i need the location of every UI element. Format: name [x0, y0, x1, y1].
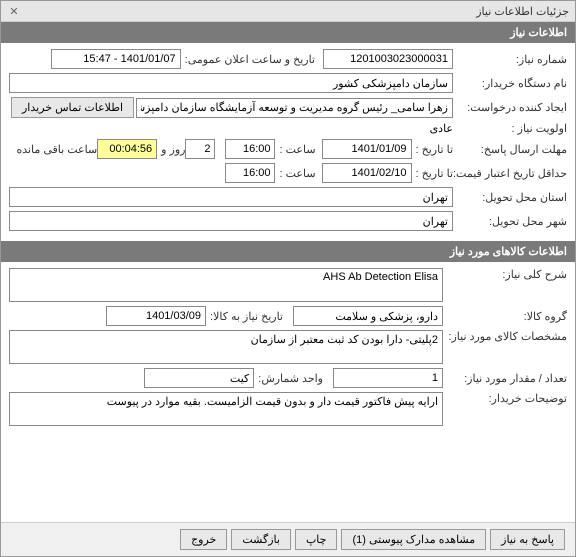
days-input[interactable]	[185, 139, 215, 159]
price-time-input[interactable]	[225, 163, 275, 183]
notes-label: توضیحات خریدار:	[447, 392, 567, 405]
city-label: شهر محل تحویل:	[457, 215, 567, 228]
deadline-date-input[interactable]	[322, 139, 412, 159]
notes-input[interactable]	[9, 392, 443, 426]
buyer-label: نام دستگاه خریدار:	[457, 77, 567, 90]
priority-value: عادی	[430, 122, 453, 135]
title-bar: جزئیات اطلاعات نیاز ✕	[1, 1, 575, 22]
province-input[interactable]	[9, 187, 453, 207]
remaining-label: ساعت باقی مانده	[16, 143, 97, 156]
creator-input[interactable]	[136, 98, 453, 118]
respond-button[interactable]: پاسخ به نیاز	[490, 529, 565, 550]
section2: سامانه تدارکات الکترونیکی دولت شرح کلی ن…	[1, 262, 575, 436]
close-icon[interactable]: ✕	[7, 4, 21, 18]
window-title: جزئیات اطلاعات نیاز	[476, 5, 569, 18]
desc-label: شرح کلی نیاز:	[447, 268, 567, 281]
priority-label: اولویت نیاز :	[457, 122, 567, 135]
creator-label: ایجاد کننده درخواست:	[457, 101, 567, 114]
section2-header: اطلاعات کالاهای مورد نیاز	[1, 241, 575, 262]
qty-input[interactable]	[333, 368, 443, 388]
request-no-input[interactable]	[323, 49, 453, 69]
section1: شماره نیاز: تاریخ و ساعت اعلان عمومی: نا…	[1, 43, 575, 241]
contact-button[interactable]: اطلاعات تماس خریدار	[11, 97, 134, 118]
announce-label: تاریخ و ساعت اعلان عمومی:	[185, 53, 315, 66]
exit-button[interactable]: خروج	[180, 529, 227, 550]
deadline-time-label: ساعت :	[279, 143, 315, 156]
unit-label: واحد شمارش:	[258, 372, 323, 385]
group-label: گروه کالا:	[447, 310, 567, 323]
group-input[interactable]	[293, 306, 443, 326]
need-date-label: تاریخ نیاز به کالا:	[210, 310, 283, 323]
section1-header: اطلاعات نیاز	[1, 22, 575, 43]
request-no-label: شماره نیاز:	[457, 53, 567, 66]
desc-input[interactable]	[9, 268, 443, 302]
buyer-input[interactable]	[9, 73, 453, 93]
unit-input[interactable]	[144, 368, 254, 388]
spec-input[interactable]	[9, 330, 443, 364]
print-button[interactable]: چاپ	[295, 529, 338, 550]
city-input[interactable]	[9, 211, 453, 231]
price-to-label: تا تاریخ :	[416, 167, 453, 180]
back-button[interactable]: بازگشت	[231, 529, 291, 550]
province-label: استان محل تحویل:	[457, 191, 567, 204]
days-label: روز و	[161, 143, 185, 156]
attachments-button[interactable]: مشاهده مدارک پیوستی (1)	[341, 529, 486, 550]
spec-label: مشخصات کالای مورد نیاز:	[447, 330, 567, 343]
price-date-input[interactable]	[322, 163, 412, 183]
main-window: جزئیات اطلاعات نیاز ✕ اطلاعات نیاز شماره…	[0, 0, 576, 557]
need-date-input[interactable]	[106, 306, 206, 326]
announce-input[interactable]	[51, 49, 181, 69]
deadline-time-input[interactable]	[225, 139, 275, 159]
price-validity-label: حداقل تاریخ اعتبار قیمت:	[457, 167, 567, 180]
deadline-to-label: تا تاریخ :	[416, 143, 453, 156]
remaining-time-input	[97, 139, 157, 159]
button-bar: پاسخ به نیاز مشاهده مدارک پیوستی (1) چاپ…	[1, 522, 575, 556]
price-time-label: ساعت :	[279, 167, 315, 180]
deadline-label: مهلت ارسال پاسخ:	[457, 143, 567, 156]
qty-label: تعداد / مقدار مورد نیاز:	[447, 372, 567, 385]
